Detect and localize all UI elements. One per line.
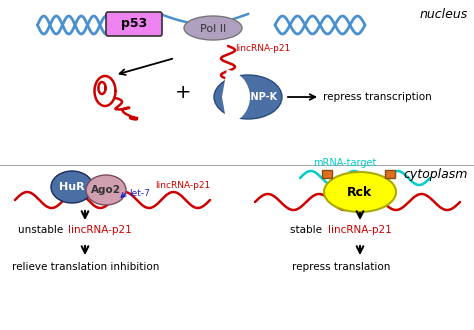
Ellipse shape (184, 16, 242, 40)
Text: p53: p53 (121, 17, 147, 30)
Text: lincRNA-p21: lincRNA-p21 (155, 181, 210, 189)
Text: nucleus: nucleus (420, 8, 468, 21)
Text: stable: stable (290, 225, 325, 235)
Text: repress translation: repress translation (292, 262, 391, 272)
FancyBboxPatch shape (106, 12, 162, 36)
Wedge shape (222, 69, 250, 124)
Bar (385, 170, 395, 178)
Ellipse shape (214, 75, 282, 119)
Text: relieve translation inhibition: relieve translation inhibition (12, 262, 159, 272)
Text: +: + (175, 83, 191, 103)
Text: hnRNP-K: hnRNP-K (229, 92, 277, 102)
Text: HuR: HuR (59, 182, 85, 192)
Ellipse shape (51, 171, 93, 203)
Bar (322, 170, 332, 178)
Text: Rck: Rck (347, 185, 373, 199)
Text: repress transcription: repress transcription (323, 92, 432, 102)
Text: mRNA-target: mRNA-target (313, 158, 377, 168)
Text: lincRNA-p21: lincRNA-p21 (68, 225, 132, 235)
Ellipse shape (86, 175, 126, 205)
Text: lincRNA-p21: lincRNA-p21 (235, 44, 290, 53)
Text: Pol II: Pol II (200, 24, 226, 34)
Ellipse shape (324, 172, 396, 212)
Text: let-7: let-7 (129, 188, 150, 197)
Text: unstable: unstable (18, 225, 66, 235)
Text: lincRNA-p21: lincRNA-p21 (328, 225, 392, 235)
Text: cytoplasm: cytoplasm (404, 168, 468, 181)
Text: Ago2: Ago2 (91, 185, 121, 195)
